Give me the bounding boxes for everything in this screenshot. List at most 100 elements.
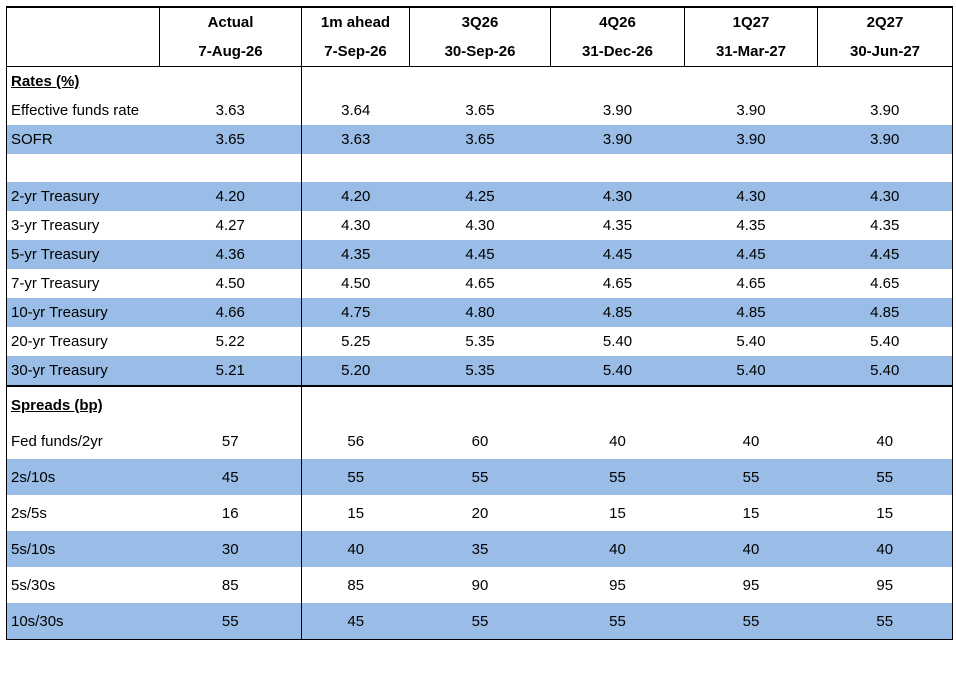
empty-cell	[7, 154, 160, 182]
table-cell: 40	[742, 432, 760, 450]
row-label: 5-yr Treasury	[6, 240, 160, 269]
empty-cell	[410, 386, 551, 423]
empty-cell	[159, 154, 302, 182]
row-label: 10-yr Treasury	[6, 298, 160, 327]
column-header-date: 30-Sep-26	[409, 37, 551, 67]
table-cell: 4.50	[341, 275, 371, 292]
row-label: SOFR	[6, 125, 160, 154]
table-cell: 55	[684, 603, 818, 640]
row-label: 5s/30s	[11, 576, 56, 594]
header-row-periods: Actual 1m ahead 3Q26 4Q26 1Q27 2Q27	[6, 6, 953, 37]
table-cell: 95	[609, 576, 626, 594]
table-cell: 4.20	[159, 182, 302, 211]
table-row: 10-yr Treasury 4.66 4.75 4.80 4.85 4.85 4.85	[6, 298, 953, 327]
table-cell: 5.25	[341, 333, 371, 350]
table-cell: 16	[159, 495, 302, 531]
row-label: 2s/5s	[11, 504, 47, 522]
table-cell: 4.36	[159, 240, 302, 269]
table-cell: 4.45	[817, 240, 953, 269]
table-cell: 3.63	[301, 125, 410, 154]
column-header-date: 30-Jun-27	[817, 37, 953, 67]
table-cell: 3.65	[465, 102, 495, 119]
table-cell: 40	[817, 531, 953, 567]
table-cell: 15	[876, 504, 894, 522]
table-cell: 55	[550, 603, 685, 640]
table-cell: 15	[742, 504, 760, 522]
table-cell: 4.85	[817, 298, 953, 327]
table-cell: 55	[159, 603, 302, 640]
table-cell: 4.45	[684, 240, 818, 269]
table-cell: 3.65	[409, 125, 551, 154]
table-row: 5s/10s 30 40 35 40 40 40	[6, 531, 953, 567]
empty-cell	[818, 154, 953, 182]
table-cell: 45	[301, 603, 410, 640]
section-rates: Rates (%)	[7, 66, 953, 97]
rates-forecast-table: Actual 1m ahead 3Q26 4Q26 1Q27 2Q27 7-Aug-26 7-…	[6, 6, 953, 640]
table-cell: 45	[159, 459, 302, 495]
table-row: 20-yr Treasury 5.22 5.25 5.35 5.40 5.40 5.40	[7, 327, 953, 356]
table-cell: 55	[684, 459, 818, 495]
table-cell: 57	[159, 423, 302, 459]
table-cell: 5.20	[301, 356, 410, 387]
row-label: Effective funds rate	[11, 102, 140, 119]
table-cell: 5.40	[550, 356, 685, 387]
empty-cell	[302, 154, 410, 182]
blank-row	[7, 154, 953, 182]
table-cell: 4.35	[602, 217, 633, 234]
table-cell: 4.50	[159, 269, 302, 298]
table-row: 2s/10s 45 55 55 55 55 55	[6, 459, 953, 495]
table-cell: 20	[471, 504, 489, 522]
table-row: Fed funds/2yr 57 56 60 40 40 40	[7, 423, 953, 459]
table-cell: 4.65	[602, 275, 633, 292]
table-cell: 3.65	[159, 125, 302, 154]
empty-cell	[685, 67, 818, 97]
empty-cell	[302, 67, 410, 97]
table-cell: 56	[347, 432, 365, 450]
table-cell: 4.80	[409, 298, 551, 327]
row-label: 20-yr Treasury	[11, 333, 108, 350]
table-cell: 40	[301, 531, 410, 567]
table-cell: 30	[159, 531, 302, 567]
table-row: 7-yr Treasury 4.50 4.50 4.65 4.65 4.65 4.65	[7, 269, 953, 298]
table-cell: 55	[817, 459, 953, 495]
header-corner	[6, 37, 160, 67]
empty-cell	[818, 386, 953, 423]
table-cell: 3.90	[736, 102, 766, 119]
section-title-rates: Rates (%)	[11, 73, 80, 90]
empty-cell	[551, 154, 685, 182]
empty-cell	[551, 386, 685, 423]
empty-cell	[410, 67, 551, 97]
table-cell: 3.90	[817, 125, 953, 154]
table-cell: 4.75	[301, 298, 410, 327]
table-cell: 4.30	[465, 217, 495, 234]
row-label: 5s/10s	[6, 531, 160, 567]
column-header-period: 1m ahead	[301, 6, 410, 37]
table-cell: 4.65	[465, 275, 495, 292]
table-cell: 3.63	[159, 96, 302, 125]
row-label: 7-yr Treasury	[11, 275, 100, 292]
table-row: 3-yr Treasury 4.27 4.30 4.30 4.35 4.35 4.35	[7, 211, 953, 240]
header-corner	[6, 6, 160, 37]
table-cell: 55	[409, 459, 551, 495]
column-header-period: 1Q27	[684, 6, 818, 37]
table-cell: 4.45	[409, 240, 551, 269]
column-header-period: Actual	[159, 6, 302, 37]
table-cell: 15	[347, 504, 365, 522]
table-cell: 55	[409, 603, 551, 640]
table-cell: 4.25	[409, 182, 551, 211]
table-cell: 4.35	[870, 217, 900, 234]
row-label: 3-yr Treasury	[11, 217, 100, 234]
row-label: 2-yr Treasury	[6, 182, 160, 211]
table-row: 10s/30s 55 45 55 55 55 55	[6, 603, 953, 640]
table-cell: 4.45	[550, 240, 685, 269]
table-cell: 5.35	[409, 356, 551, 387]
table-cell: 4.30	[684, 182, 818, 211]
table-row: 5-yr Treasury 4.36 4.35 4.45 4.45 4.45 4.45	[6, 240, 953, 269]
table-cell: 40	[684, 531, 818, 567]
table-cell: 4.65	[870, 275, 900, 292]
table-cell: 3.90	[870, 102, 900, 119]
table-cell: 90	[471, 576, 489, 594]
empty-cell	[551, 67, 685, 97]
table-cell: 40	[550, 531, 685, 567]
table-row: Effective funds rate 3.63 3.64 3.65 3.90 3.90…	[7, 96, 953, 125]
